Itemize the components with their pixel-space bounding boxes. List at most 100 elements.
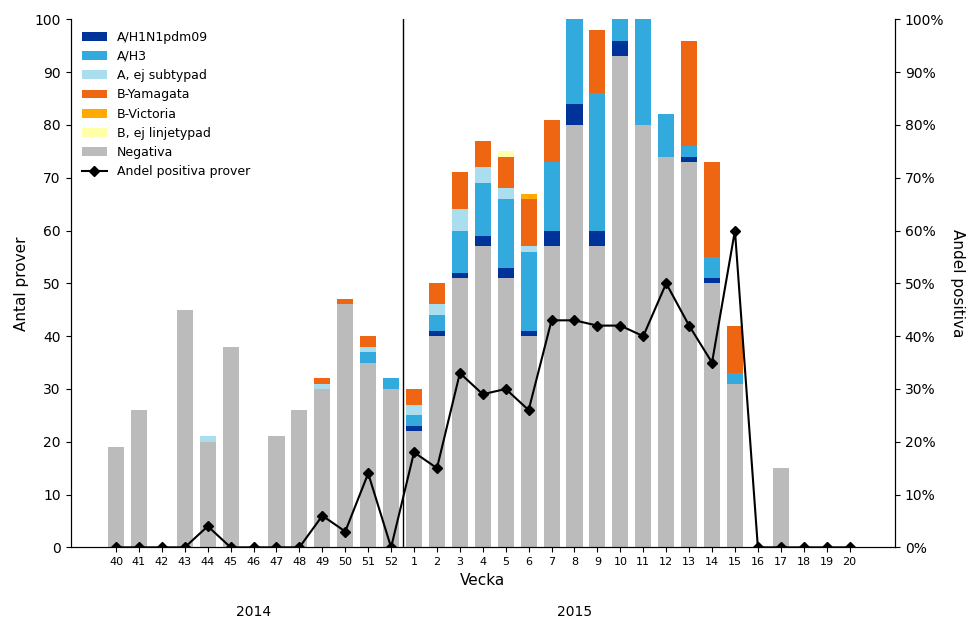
Andel positiva prover <box>454 369 466 377</box>
Bar <box>452 278 467 547</box>
Bar <box>360 352 376 362</box>
Bar <box>681 162 696 547</box>
Bar <box>222 347 239 547</box>
Bar <box>727 325 742 373</box>
Andel positiva prover <box>775 544 786 551</box>
Andel positiva prover <box>430 465 442 472</box>
Bar <box>543 162 559 231</box>
Bar <box>635 125 650 547</box>
Bar <box>336 299 353 305</box>
Andel positiva prover <box>843 544 855 551</box>
Bar <box>497 157 513 188</box>
Andel positiva prover <box>362 470 374 477</box>
Andel positiva prover <box>225 544 237 551</box>
Bar <box>611 56 628 547</box>
Andel positiva prover <box>179 544 191 551</box>
Bar <box>727 384 742 547</box>
Bar <box>681 41 696 146</box>
Bar <box>268 436 285 547</box>
Andel positiva prover <box>293 544 305 551</box>
Bar <box>566 104 582 125</box>
Andel positiva prover <box>247 544 259 551</box>
Andel positiva prover <box>683 322 694 329</box>
Bar <box>474 141 490 167</box>
Andel positiva prover <box>820 544 831 551</box>
Bar <box>520 251 536 331</box>
Bar <box>497 199 513 268</box>
Andel positiva prover <box>111 544 122 551</box>
Bar <box>336 305 353 547</box>
Bar <box>566 125 582 547</box>
Bar <box>497 278 513 547</box>
Bar <box>657 157 674 547</box>
Bar <box>497 151 513 157</box>
Bar <box>497 188 513 199</box>
Bar <box>474 183 490 236</box>
Bar <box>428 315 445 331</box>
Bar <box>589 30 604 93</box>
Bar <box>520 194 536 199</box>
Y-axis label: Andel positiva: Andel positiva <box>949 229 964 337</box>
X-axis label: Vecka: Vecka <box>460 572 505 587</box>
Andel positiva prover <box>476 391 488 398</box>
Andel positiva prover <box>568 317 580 324</box>
Andel positiva prover <box>729 227 740 234</box>
Bar <box>452 231 467 273</box>
Andel positiva prover <box>270 544 282 551</box>
Bar <box>360 336 376 347</box>
Andel positiva prover <box>384 544 396 551</box>
Bar <box>543 246 559 547</box>
Bar <box>108 447 124 547</box>
Text: 2015: 2015 <box>556 605 592 619</box>
Bar <box>177 310 193 547</box>
Bar <box>452 209 467 231</box>
Bar <box>611 0 628 41</box>
Bar <box>360 362 376 547</box>
Bar <box>703 283 719 547</box>
Bar <box>635 0 650 19</box>
Bar <box>703 162 719 257</box>
Bar <box>406 431 422 547</box>
Andel positiva prover <box>408 448 420 456</box>
Andel positiva prover <box>316 512 328 519</box>
Bar <box>406 426 422 431</box>
Legend: A/H1N1pdm09, A/H3, A, ej subtypad, B-Yamagata, B-Victoria, B, ej linjetypad, Neg: A/H1N1pdm09, A/H3, A, ej subtypad, B-Yam… <box>76 26 255 183</box>
Bar <box>520 199 536 246</box>
Andel positiva prover <box>133 544 145 551</box>
Bar <box>589 231 604 246</box>
Bar <box>589 246 604 547</box>
Andel positiva prover <box>201 522 213 530</box>
Bar <box>406 389 422 405</box>
Andel positiva prover <box>705 359 717 366</box>
Bar <box>474 246 490 547</box>
Text: 2014: 2014 <box>236 605 271 619</box>
Bar <box>382 389 399 547</box>
Bar <box>360 347 376 352</box>
Bar <box>452 172 467 209</box>
Andel positiva prover <box>659 280 671 287</box>
Line: Andel positiva prover: Andel positiva prover <box>112 227 852 551</box>
Andel positiva prover <box>751 544 763 551</box>
Bar <box>314 389 330 547</box>
Bar <box>520 246 536 251</box>
Bar <box>314 379 330 384</box>
Bar <box>681 146 696 157</box>
Bar <box>406 415 422 426</box>
Bar <box>131 410 147 547</box>
Y-axis label: Antal prover: Antal prover <box>14 236 29 330</box>
Andel positiva prover <box>156 544 167 551</box>
Bar <box>406 405 422 415</box>
Bar <box>474 236 490 246</box>
Bar <box>635 19 650 125</box>
Bar <box>727 373 742 384</box>
Andel positiva prover <box>637 332 648 340</box>
Bar <box>200 442 215 547</box>
Bar <box>543 231 559 246</box>
Bar <box>200 436 215 442</box>
Bar <box>497 268 513 278</box>
Andel positiva prover <box>545 317 556 324</box>
Bar <box>452 273 467 278</box>
Bar <box>428 331 445 336</box>
Andel positiva prover <box>797 544 809 551</box>
Bar <box>566 0 582 104</box>
